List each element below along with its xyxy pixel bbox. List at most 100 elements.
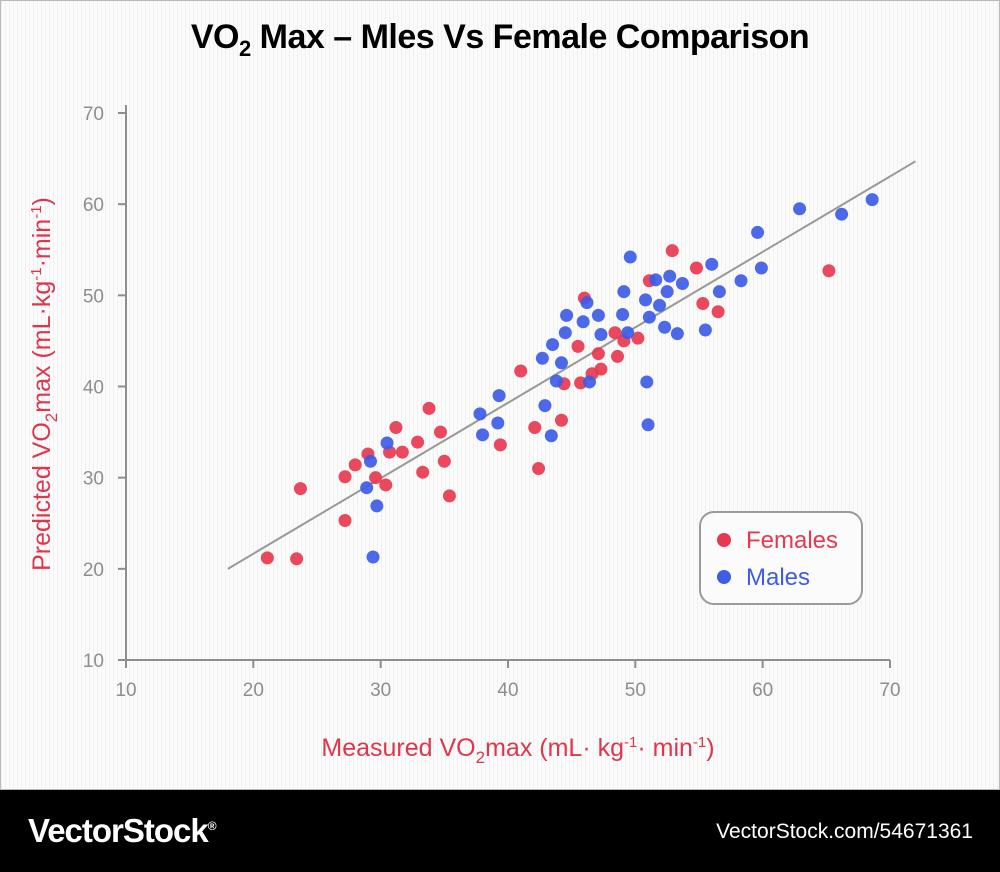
- tick-group: 10 20 30 40 50 60 70 10 20 30 40 50 60 70: [83, 104, 901, 701]
- female-data-point: [369, 471, 383, 485]
- female-data-point: [290, 552, 304, 566]
- male-data-point: [793, 202, 807, 216]
- male-data-point: [734, 274, 748, 288]
- male-data-point: [535, 351, 549, 365]
- data-points: [260, 193, 879, 566]
- female-data-point: [665, 244, 679, 258]
- male-data-point: [544, 429, 558, 443]
- female-data-point: [293, 482, 307, 496]
- legend-label-females: Females: [746, 527, 838, 554]
- y-tick-label: 70: [83, 104, 104, 125]
- male-data-point: [380, 436, 394, 450]
- female-data-point: [532, 462, 546, 476]
- male-data-point: [492, 389, 506, 403]
- male-data-point: [473, 407, 487, 421]
- y-tick-label: 50: [83, 286, 104, 307]
- male-data-point: [835, 207, 849, 221]
- female-data-point: [631, 331, 645, 345]
- legend: Females Males: [699, 511, 863, 605]
- female-data-point: [591, 347, 605, 361]
- x-tick-label: 20: [243, 680, 264, 701]
- female-data-point: [571, 339, 585, 353]
- female-data-point: [389, 421, 403, 435]
- female-data-point: [434, 425, 448, 439]
- x-tick-label: 60: [752, 680, 773, 701]
- male-data-point: [660, 285, 674, 299]
- y-tick-label: 20: [83, 560, 104, 581]
- scatter-chart: 10 20 30 40 50 60 70 10 20 30 40 50 60 70 Measured VO…: [28, 104, 916, 767]
- male-data-point: [641, 418, 655, 432]
- male-data-point: [582, 375, 596, 389]
- female-data-point: [422, 401, 436, 415]
- female-data-point: [611, 349, 625, 363]
- male-data-point: [642, 310, 656, 324]
- male-data-point: [639, 293, 653, 307]
- x-tick-label: 70: [879, 680, 900, 701]
- male-data-point: [705, 257, 719, 271]
- female-data-point: [689, 261, 703, 275]
- female-data-point: [711, 305, 725, 319]
- male-data-point: [576, 315, 590, 329]
- female-data-point: [442, 489, 456, 503]
- male-data-point: [653, 298, 667, 312]
- male-data-point: [623, 250, 637, 264]
- legend-label-males: Males: [746, 564, 810, 591]
- image-reference: VectorStock.com/54671361: [716, 820, 973, 843]
- male-data-point: [546, 338, 560, 352]
- female-data-point: [379, 478, 393, 492]
- male-data-point: [360, 481, 374, 495]
- male-data-point: [670, 327, 684, 341]
- male-data-point: [580, 296, 594, 310]
- x-axis-title: Measured VO2max (mL· kg-1· min-1): [321, 734, 714, 767]
- chart-title: VO2 Max – Mles Vs Female Comparison: [190, 18, 810, 61]
- male-data-point: [538, 399, 552, 413]
- male-data-point: [675, 276, 689, 290]
- male-data-point: [363, 454, 377, 468]
- y-tick-label: 60: [83, 195, 104, 216]
- male-data-point: [640, 375, 654, 389]
- footer-bar: VectorStock® VectorStock.com/54671361: [0, 790, 1000, 872]
- x-tick-label: 10: [115, 680, 136, 701]
- male-data-point: [617, 285, 631, 299]
- male-data-point: [712, 285, 726, 299]
- male-data-point: [476, 428, 490, 442]
- male-data-point: [649, 273, 663, 287]
- male-data-point: [698, 323, 712, 337]
- legend-box: [699, 511, 863, 605]
- male-data-point: [366, 550, 380, 564]
- female-data-point: [594, 362, 608, 376]
- male-data-point: [754, 261, 768, 275]
- y-tick-label: 30: [83, 469, 104, 490]
- female-data-point: [696, 297, 710, 311]
- y-axis-title: Predicted VO2max (mL·kg-1·min-1): [28, 197, 61, 571]
- female-data-point: [822, 264, 836, 278]
- female-data-point: [416, 465, 430, 479]
- x-tick-label: 30: [370, 680, 391, 701]
- female-data-point: [514, 364, 528, 378]
- legend-marker-females: [717, 533, 731, 547]
- male-data-point: [658, 320, 672, 334]
- x-tick-label: 40: [497, 680, 518, 701]
- male-data-point: [491, 416, 505, 430]
- male-data-point: [554, 356, 568, 370]
- legend-marker-males: [717, 570, 731, 584]
- female-data-point: [608, 326, 622, 340]
- female-data-point: [437, 454, 451, 468]
- brand-logo: VectorStock®: [28, 812, 217, 849]
- trend-line: [227, 160, 916, 570]
- male-data-point: [370, 499, 384, 513]
- male-data-point: [621, 326, 635, 340]
- female-data-point: [411, 435, 425, 449]
- male-data-point: [549, 374, 563, 388]
- y-tick-label: 40: [83, 378, 104, 399]
- female-data-point: [554, 413, 568, 427]
- female-data-point: [493, 438, 507, 452]
- male-data-point: [560, 308, 574, 322]
- male-data-point: [751, 225, 765, 239]
- female-data-point: [528, 421, 542, 435]
- male-data-point: [663, 269, 677, 283]
- y-tick-label: 10: [83, 651, 104, 672]
- female-data-point: [395, 445, 409, 459]
- female-data-point: [348, 458, 362, 472]
- male-data-point: [591, 308, 605, 322]
